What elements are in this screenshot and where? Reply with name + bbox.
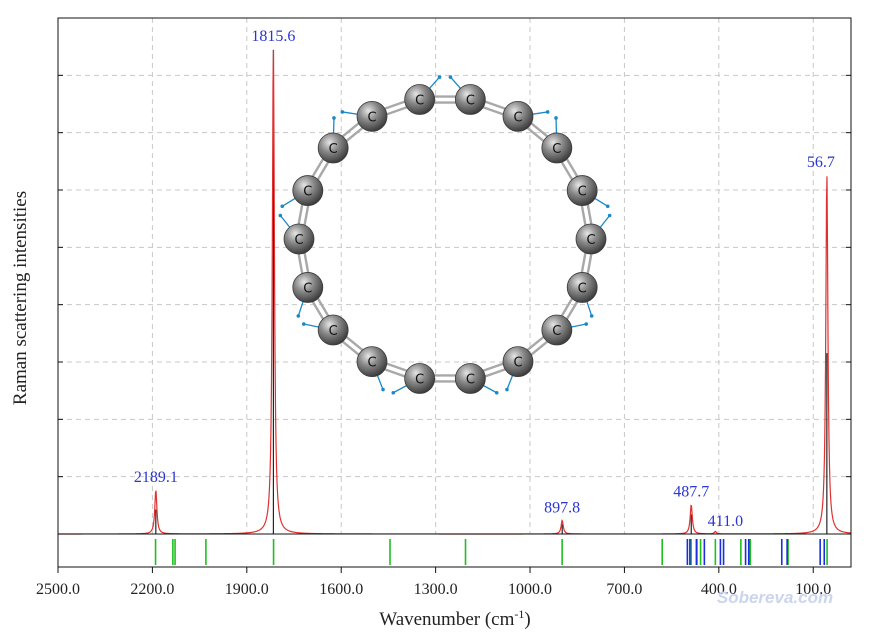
x-axis-ticks: 2500.0 2200.0 1900.0 1600.0 1300.0 1000.0 700.… [36, 567, 831, 598]
atom-label-0: C [466, 94, 475, 109]
plot-frame [57, 17, 852, 568]
vector-head-15 [332, 116, 336, 120]
xtick-label-3: 1600.0 [319, 581, 363, 598]
x-axis-title-sup: -1 [514, 607, 524, 621]
vector-head-13 [278, 213, 283, 218]
vector-head-5 [589, 314, 594, 318]
atom-17 [404, 84, 436, 115]
vector-head-16 [340, 110, 345, 114]
peak-label-1: 1815.6 [251, 28, 295, 45]
x-axis-title-main: Wavenumber (cm [379, 609, 514, 630]
atom-label-12: C [303, 281, 312, 296]
vector-head-14 [280, 204, 285, 209]
watermark: Sobereva.com [717, 588, 833, 607]
atom-label-6: C [552, 324, 561, 339]
xtick-label-2: 1900.0 [225, 581, 269, 598]
xtick-label-0: 2500.0 [36, 581, 80, 598]
peak-label-0: 2189.1 [134, 469, 178, 486]
atom-label-14: C [303, 185, 312, 200]
atom-10 [356, 346, 388, 378]
atom-label-9: C [415, 372, 424, 387]
atom-11 [317, 314, 349, 346]
atom-label-3: C [578, 185, 587, 200]
peak-label-4: 411.0 [708, 513, 743, 530]
vector-head-2 [554, 116, 558, 120]
atom-13 [283, 223, 315, 255]
grid-lines [58, 18, 851, 534]
atom-label-16: C [367, 110, 376, 125]
atom-label-15: C [329, 142, 338, 157]
vector-head-10 [381, 387, 385, 392]
atom-2 [541, 132, 573, 164]
xtick-label-1: 2200.0 [130, 581, 174, 598]
atom-label-7: C [513, 356, 522, 371]
frame-box [57, 17, 852, 568]
xtick-label-8: 100.0 [795, 581, 831, 598]
carbon-ring-molecule: C C C C C C C C C C C C C C C C C C [278, 75, 612, 395]
vector-head-6 [584, 322, 589, 326]
peak-label-3: 487.7 [673, 484, 709, 501]
atom-16 [356, 100, 388, 132]
atom-label-10: C [367, 356, 376, 371]
vector-head-9 [391, 390, 396, 395]
atom-5 [566, 272, 598, 303]
x-axis-title-end: ) [524, 609, 530, 630]
atom-label-11: C [329, 324, 338, 339]
vector-head-17 [437, 75, 442, 79]
atom-15 [317, 132, 349, 164]
vibrational-mode-bars [154, 539, 828, 565]
atom-1 [502, 100, 534, 132]
atom-label-1: C [513, 110, 522, 125]
vector-head-8 [494, 390, 499, 395]
peak-label-2: 897.8 [544, 499, 580, 516]
vector-head-12 [296, 314, 301, 318]
peak-labels: 2189.1 1815.6 897.8 487.7 411.0 56.7 [134, 28, 835, 530]
atom-0 [454, 84, 486, 115]
atom-label-8: C [466, 372, 475, 387]
stick-spectrum [155, 49, 828, 534]
atom-7 [502, 346, 534, 378]
vector-head-7 [505, 387, 509, 392]
peak-label-5: 56.7 [807, 154, 835, 171]
xtick-label-4: 1300.0 [414, 581, 458, 598]
vector-head-11 [301, 322, 306, 326]
atom-8 [454, 363, 486, 394]
xtick-label-5: 1000.0 [508, 581, 552, 598]
vector-head-3 [605, 204, 610, 209]
atom-label-17: C [415, 94, 424, 109]
vector-head-0 [448, 75, 453, 79]
atom-9 [404, 363, 436, 394]
xtick-label-6: 700.0 [606, 581, 642, 598]
atom-14 [292, 175, 324, 206]
atom-3 [566, 175, 598, 206]
spectrum-curve [58, 50, 852, 535]
atom-label-5: C [578, 281, 587, 296]
y-axis-title: Raman scattering intensities [10, 191, 31, 405]
atom-label-4: C [586, 233, 595, 248]
xtick-label-7: 400.0 [701, 581, 737, 598]
x-axis-title: Wavenumber (cm-1) [379, 607, 530, 630]
atom-label-2: C [552, 142, 561, 157]
atom-6 [541, 314, 573, 346]
vector-head-4 [607, 213, 612, 218]
atom-label-13: C [294, 233, 303, 248]
atom-12 [292, 272, 324, 303]
atom-4 [575, 223, 607, 255]
vector-head-1 [545, 110, 550, 114]
